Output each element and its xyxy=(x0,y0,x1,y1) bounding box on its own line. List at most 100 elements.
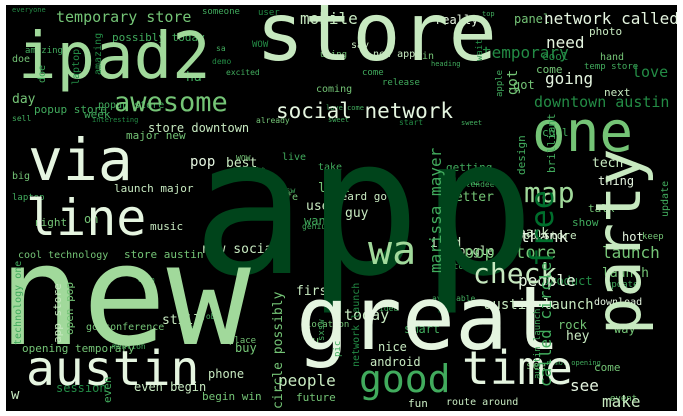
word: WOW xyxy=(252,40,269,50)
word: take xyxy=(318,162,343,173)
word: location xyxy=(306,320,350,330)
word: smart xyxy=(404,322,441,336)
word: today xyxy=(344,306,390,324)
word: new social xyxy=(202,242,281,257)
word: design xyxy=(515,135,528,175)
word: first xyxy=(296,284,336,299)
word: cool xyxy=(542,126,569,139)
word: good xyxy=(359,357,451,401)
word: day xyxy=(12,92,36,107)
word: start xyxy=(399,118,424,127)
word: w xyxy=(11,387,20,403)
word: even xyxy=(101,376,114,404)
word: panel xyxy=(514,12,551,26)
word: come xyxy=(536,63,563,76)
word: make xyxy=(602,392,641,411)
word: live xyxy=(282,152,307,163)
word: temporary xyxy=(482,43,569,62)
word: possibly today xyxy=(112,31,205,44)
word: ipad2 xyxy=(18,20,211,94)
word: doe xyxy=(37,64,48,83)
word: win xyxy=(416,51,435,62)
word: major new xyxy=(126,129,186,142)
word: hey xyxy=(566,329,590,344)
word: heading xyxy=(431,60,461,68)
word: update xyxy=(606,280,639,290)
word: next xyxy=(604,86,631,99)
word: technology one xyxy=(13,260,24,345)
word: new xyxy=(6,215,251,378)
word: people xyxy=(278,371,336,390)
word: release xyxy=(382,78,420,88)
word: session xyxy=(56,381,107,395)
word: see xyxy=(526,359,546,372)
word: really xyxy=(435,13,479,27)
word: amazing xyxy=(25,46,63,56)
word: photo xyxy=(589,25,623,38)
word: top xyxy=(482,10,495,18)
word: app xyxy=(192,97,536,318)
word: hand xyxy=(600,52,625,63)
word: way xyxy=(614,322,636,336)
word: awesome xyxy=(114,87,228,118)
word: party xyxy=(582,148,655,335)
word: tech xyxy=(592,156,624,171)
word: week xyxy=(84,108,111,121)
word: interesting xyxy=(92,116,139,124)
word: ipad xyxy=(430,236,462,251)
word: temp store xyxy=(584,62,639,72)
word: wait xyxy=(475,39,485,61)
word: austin launch xyxy=(533,308,543,379)
word: life xyxy=(274,192,299,203)
word: u xyxy=(312,334,320,348)
word: sxsw xyxy=(317,319,327,341)
word: doe xyxy=(12,54,31,65)
word: cool technology xyxy=(18,250,109,261)
word: austin launch xyxy=(484,297,594,313)
word: phone xyxy=(208,367,245,381)
word: using xyxy=(320,50,348,60)
word: thing xyxy=(598,174,635,188)
word: buy xyxy=(235,341,257,355)
word: download xyxy=(594,297,643,308)
word: network launch xyxy=(351,282,362,367)
word: social network xyxy=(276,99,454,123)
word: begin win xyxy=(202,390,262,403)
word: even begin xyxy=(134,380,207,394)
word: game xyxy=(449,174,481,189)
word: come xyxy=(594,361,621,374)
word: idea xyxy=(379,304,399,313)
word: launch xyxy=(602,266,649,281)
word: store xyxy=(256,5,497,79)
word: downtown austin xyxy=(534,93,670,111)
word: android xyxy=(370,355,421,369)
word: thank xyxy=(520,227,569,246)
word: apple xyxy=(495,69,505,97)
word: laptop xyxy=(12,193,45,203)
word: event xyxy=(610,394,638,404)
word: job xyxy=(201,312,216,321)
word: love xyxy=(632,63,669,81)
word: people xyxy=(518,271,576,290)
word: launch major xyxy=(114,182,194,195)
word: google xyxy=(451,244,495,258)
word: show xyxy=(572,216,599,229)
word: someone xyxy=(202,7,240,17)
word-cloud-canvas: everyone someone user amazing doe sa dem… xyxy=(6,5,677,411)
word: nice xyxy=(378,340,407,354)
word: free xyxy=(523,189,561,267)
word: genius xyxy=(302,222,331,231)
word: pop store xyxy=(464,243,557,263)
word: temporary store xyxy=(56,8,192,26)
word: open pop xyxy=(63,282,76,335)
word: map xyxy=(524,176,575,209)
word: rumor opening xyxy=(546,359,601,367)
word: opening temporary xyxy=(22,342,135,355)
word: sxsw xyxy=(276,186,296,195)
word: line xyxy=(26,189,147,247)
word: future xyxy=(296,391,336,404)
word: want xyxy=(304,214,333,228)
word: store downtown xyxy=(148,121,250,135)
word: coming xyxy=(316,84,353,95)
